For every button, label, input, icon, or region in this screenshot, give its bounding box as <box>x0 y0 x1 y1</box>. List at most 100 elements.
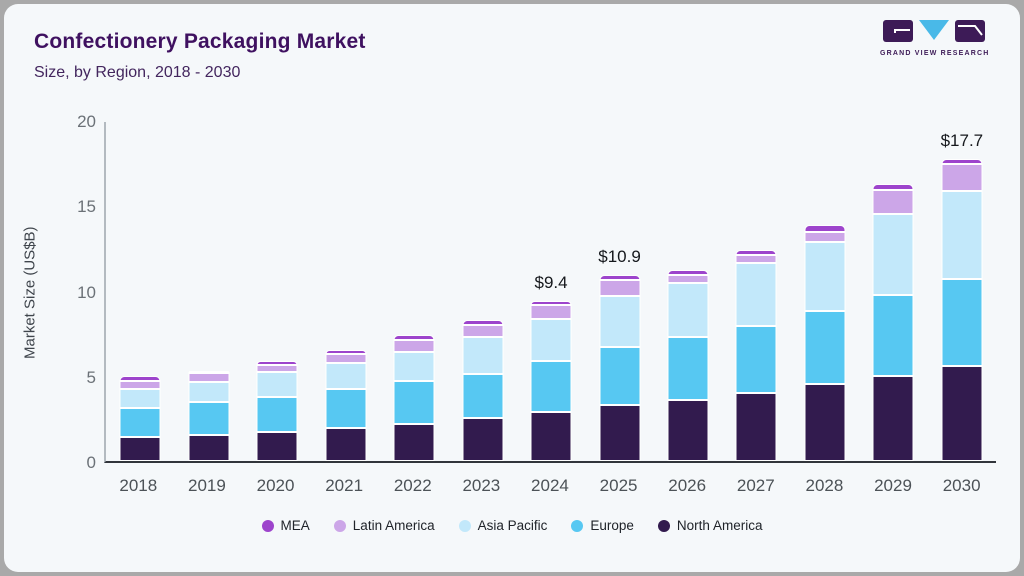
segment-mea-2023 <box>462 319 504 325</box>
segment-north-america-2020 <box>256 432 298 461</box>
x-label-2026: 2026 <box>668 476 707 495</box>
x-label-2022: 2022 <box>393 476 432 495</box>
segment-europe-2025 <box>599 346 641 405</box>
segment-mea-2020 <box>256 360 298 365</box>
x-label-2021: 2021 <box>325 476 364 495</box>
segment-latin-america-2019 <box>188 373 230 382</box>
legend-label: North America <box>676 518 763 533</box>
legend-swatch-latin-america <box>333 519 346 532</box>
gvr-logo-icon <box>880 20 988 46</box>
bar-stack-2027 <box>735 249 777 461</box>
segment-north-america-2028 <box>804 384 846 461</box>
y-axis-title: Market Size (US$B) <box>21 226 39 359</box>
segment-europe-2023 <box>462 374 504 419</box>
segment-latin-america-2020 <box>256 364 298 373</box>
bar-stack-2028 <box>804 225 846 461</box>
segment-mea-2021 <box>325 349 367 355</box>
segment-mea-2024 <box>530 300 572 306</box>
segment-north-america-2019 <box>188 434 230 461</box>
segment-mea-2026 <box>667 269 709 276</box>
bar-2022 <box>380 122 448 461</box>
bar-stack-2023 <box>462 319 504 461</box>
segment-asia-pacific-2024 <box>530 318 572 362</box>
segment-mea-2030 <box>941 158 983 165</box>
segment-north-america-2022 <box>393 424 435 461</box>
x-label-2023: 2023 <box>462 476 501 495</box>
bar-2019 <box>174 122 242 461</box>
segment-latin-america-2026 <box>667 275 709 283</box>
bar-2029 <box>859 122 927 461</box>
bar-stack-2021 <box>325 349 367 461</box>
x-label-2028: 2028 <box>805 476 844 495</box>
y-axis-ticks: 0 5 10 15 20 <box>52 112 96 472</box>
segment-europe-2028 <box>804 311 846 385</box>
segment-latin-america-2027 <box>735 255 777 263</box>
segment-north-america-2025 <box>599 404 641 461</box>
gvr-logo-text: GRAND VIEW RESEARCH <box>880 50 990 57</box>
segment-north-america-2030 <box>941 366 983 461</box>
segment-asia-pacific-2030 <box>941 190 983 280</box>
y-tick-20: 20 <box>77 112 96 131</box>
segment-asia-pacific-2025 <box>599 295 641 347</box>
segment-latin-america-2029 <box>872 190 914 214</box>
grand-view-research-logo: GRAND VIEW RESEARCH <box>880 20 988 57</box>
bar-2026 <box>654 122 722 461</box>
value-label-2030: $17.7 <box>940 130 984 150</box>
segment-asia-pacific-2020 <box>256 372 298 397</box>
segment-mea-2027 <box>735 249 777 256</box>
segment-north-america-2026 <box>667 399 709 461</box>
segment-asia-pacific-2026 <box>667 282 709 338</box>
legend-label: Europe <box>590 518 634 533</box>
legend-label: MEA <box>280 518 310 533</box>
x-axis-labels: 2018 2019 2020 2021 2022 2023 2024 2025 2026 2027… <box>104 476 996 496</box>
segment-europe-2026 <box>667 337 709 400</box>
segment-asia-pacific-2027 <box>735 262 777 326</box>
bar-2021 <box>311 122 379 461</box>
segment-north-america-2029 <box>872 375 914 461</box>
segment-mea-2029 <box>872 183 914 191</box>
y-tick-5: 5 <box>86 367 96 387</box>
segment-asia-pacific-2019 <box>188 381 230 403</box>
segment-asia-pacific-2022 <box>393 352 435 382</box>
x-label-2019: 2019 <box>188 476 226 495</box>
legend-swatch-mea <box>261 519 274 532</box>
bar-stack-2025 <box>599 275 641 461</box>
chart-legend: MEA Latin America Asia Pacific Europe North … <box>4 518 1020 533</box>
y-tick-0: 0 <box>86 453 96 472</box>
y-tick-10: 10 <box>77 282 96 302</box>
bar-2025: $10.9 <box>585 122 653 461</box>
segment-europe-2029 <box>872 295 914 376</box>
y-tick-15: 15 <box>77 197 96 217</box>
bar-2018 <box>106 122 174 461</box>
segment-north-america-2021 <box>325 427 367 461</box>
segment-north-america-2023 <box>462 418 504 461</box>
segment-latin-america-2024 <box>530 305 572 319</box>
legend-item-asia-pacific: Asia Pacific <box>458 518 547 533</box>
segment-europe-2024 <box>530 361 572 413</box>
legend-item-north-america: North America <box>657 518 763 533</box>
segment-asia-pacific-2018 <box>119 388 161 409</box>
bar-2020 <box>243 122 311 461</box>
x-label-2027: 2027 <box>736 476 775 495</box>
bar-stack-2022 <box>393 335 435 461</box>
legend-label: Latin America <box>352 518 435 533</box>
segment-latin-america-2030 <box>941 164 983 191</box>
legend-item-mea: MEA <box>261 518 310 533</box>
segment-latin-america-2022 <box>393 340 435 353</box>
bar-2030: $17.7 <box>928 122 996 461</box>
segment-mea-2025 <box>599 275 641 281</box>
segment-europe-2022 <box>393 381 435 425</box>
page-title: Confectionery Packaging Market <box>34 30 366 53</box>
bar-stack-2019 <box>188 370 230 461</box>
legend-swatch-europe <box>571 519 584 532</box>
page-subtitle: Size, by Region, 2018 - 2030 <box>34 64 241 81</box>
segment-latin-america-2028 <box>804 232 846 243</box>
segment-europe-2020 <box>256 396 298 432</box>
value-label-2024: $9.4 <box>534 272 568 292</box>
value-label-2025: $10.9 <box>598 247 641 267</box>
segment-asia-pacific-2028 <box>804 242 846 312</box>
legend-swatch-north-america <box>657 519 670 532</box>
bar-stack-2030 <box>941 158 983 461</box>
bar-stack-2026 <box>667 269 709 461</box>
segment-europe-2021 <box>325 389 367 428</box>
